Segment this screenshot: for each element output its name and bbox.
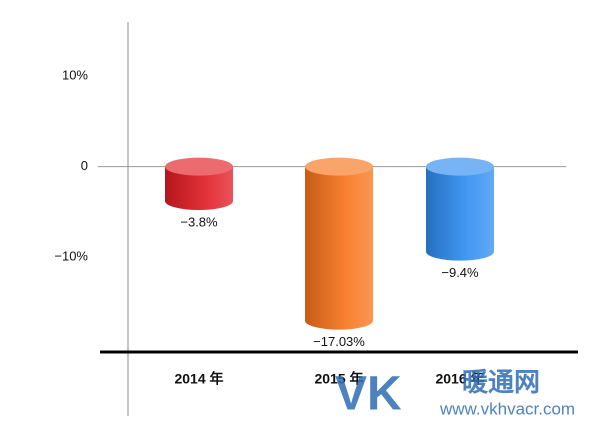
bar-bottom [165, 192, 233, 211]
bar-top [305, 157, 373, 176]
bar-bottom [426, 242, 494, 261]
value-label: −9.4% [441, 265, 479, 280]
y-tick-label: −10% [54, 249, 88, 264]
value-label: −17.03% [313, 334, 365, 349]
x-tick-label: 2016 年 [435, 371, 484, 387]
x-tick-label: 2014 年 [174, 371, 223, 387]
bar-bottom [305, 311, 373, 330]
value-label: −3.8% [180, 214, 218, 229]
watermark: VK 暖通网 www.vkhvacr.com [335, 367, 575, 421]
y-tick-label: 0 [81, 158, 88, 173]
y-tick-label: 10% [62, 68, 88, 83]
watermark-logo: VK [335, 368, 402, 421]
bar-top [165, 157, 233, 176]
x-tick-label: 2015 年 [314, 371, 363, 387]
bar-top [426, 157, 494, 176]
bar [426, 166, 494, 252]
watermark-url: www.vkhvacr.com [439, 399, 575, 418]
watermark-name: 暖通网 [462, 367, 540, 397]
bar [305, 166, 373, 321]
